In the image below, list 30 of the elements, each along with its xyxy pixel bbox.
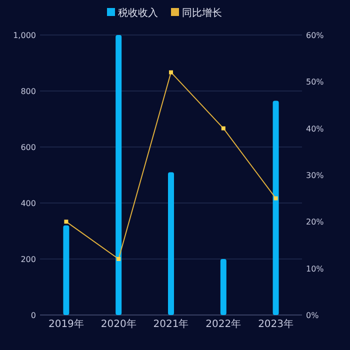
point — [274, 196, 278, 200]
y-tick-label: 400 — [20, 199, 36, 208]
bar — [220, 259, 226, 315]
y-tick-label: 800 — [20, 87, 36, 96]
point — [64, 220, 68, 224]
y2-tick-label: 0% — [306, 311, 320, 320]
x-tick-label: 2021年 — [153, 318, 189, 330]
y2-tick-label: 30% — [306, 171, 324, 180]
legend-label: 税收收入 — [118, 7, 158, 19]
point — [169, 70, 173, 74]
point — [221, 126, 226, 130]
y-tick-label: 200 — [20, 255, 36, 264]
y-tick-label: 600 — [20, 143, 36, 152]
legend-label: 同比增长 — [182, 7, 222, 19]
y2-tick-label: 50% — [306, 78, 324, 87]
x-tick-label: 2019年 — [48, 318, 84, 330]
y-tick-label: 1,000 — [13, 31, 36, 40]
y2-tick-label: 60% — [306, 31, 324, 40]
x-tick-label: 2020年 — [100, 318, 136, 330]
bar — [272, 100, 279, 315]
x-tick-label: 2022年 — [206, 318, 242, 330]
y2-tick-label: 10% — [306, 264, 324, 274]
bar — [63, 225, 70, 315]
bar — [168, 172, 174, 315]
point — [116, 257, 121, 261]
x-tick-label: 2023年 — [258, 318, 294, 330]
y2-tick-label: 40% — [306, 124, 324, 134]
y-tick-label: 0 — [30, 311, 36, 320]
y2-tick-label: 20% — [306, 218, 324, 227]
bar — [116, 35, 122, 315]
